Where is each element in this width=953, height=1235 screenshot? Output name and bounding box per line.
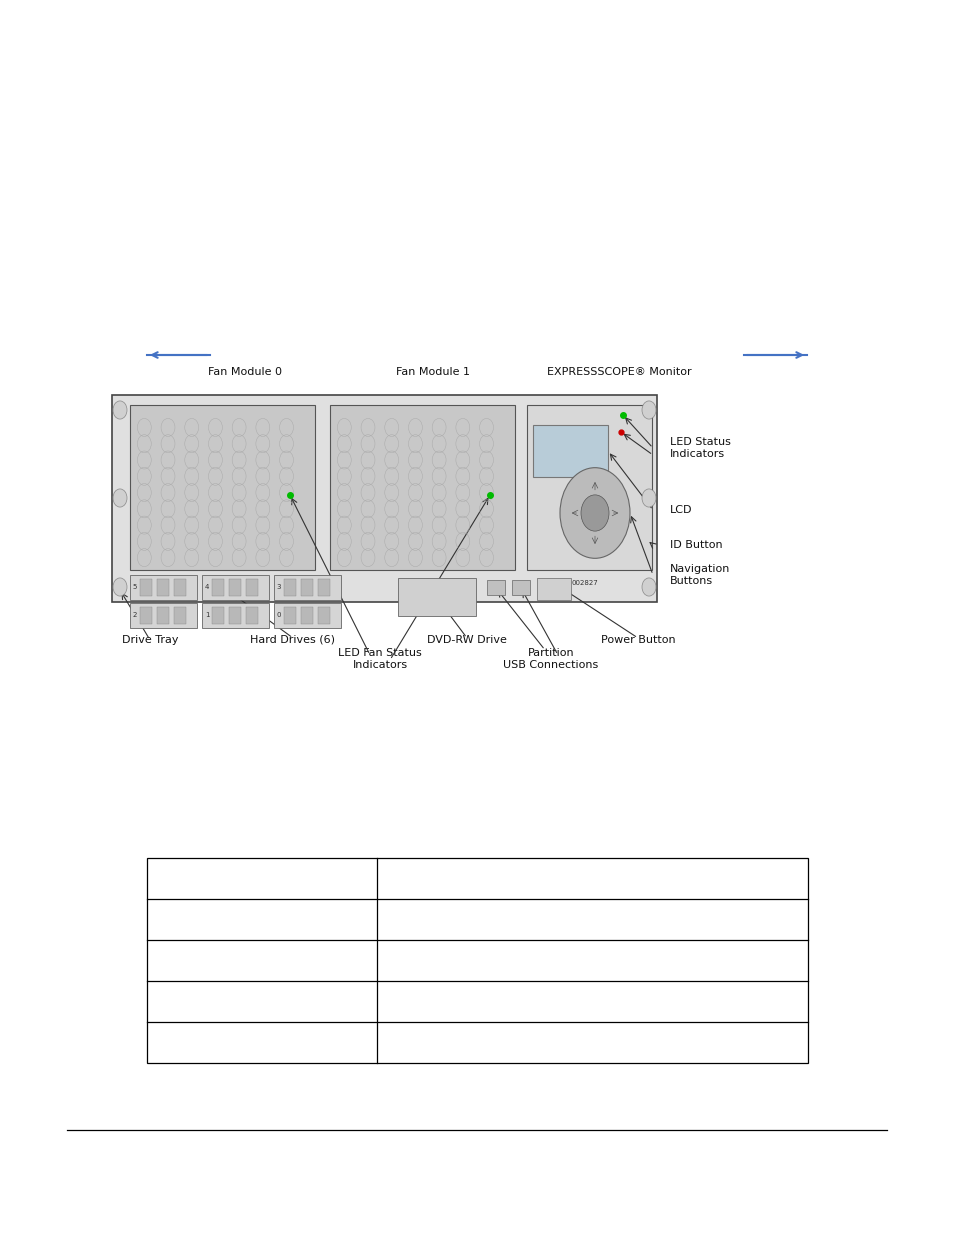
Circle shape — [112, 489, 127, 508]
Bar — [486, 580, 504, 595]
Bar — [130, 576, 196, 600]
Bar — [147, 858, 807, 1063]
Text: Fan Module 0: Fan Module 0 — [208, 367, 282, 377]
Bar — [397, 578, 476, 616]
Bar — [317, 608, 330, 624]
Bar — [300, 608, 313, 624]
Circle shape — [112, 578, 127, 597]
Circle shape — [641, 489, 656, 508]
Bar — [274, 576, 340, 600]
Bar — [140, 579, 152, 595]
Text: 2: 2 — [132, 613, 137, 619]
Bar — [130, 603, 196, 629]
Text: Navigation
Buttons: Navigation Buttons — [669, 564, 729, 585]
Text: Drive Tray: Drive Tray — [122, 635, 178, 645]
Text: 0: 0 — [276, 613, 281, 619]
Bar — [156, 608, 169, 624]
Circle shape — [641, 578, 656, 597]
Bar — [202, 603, 269, 629]
Bar — [284, 579, 295, 595]
Bar — [140, 608, 152, 624]
Circle shape — [641, 401, 656, 419]
Bar — [173, 579, 186, 595]
Text: 002827: 002827 — [571, 580, 598, 585]
Circle shape — [112, 401, 127, 419]
Bar — [212, 608, 224, 624]
Bar — [173, 608, 186, 624]
Text: 4: 4 — [205, 584, 209, 590]
Bar — [212, 579, 224, 595]
Text: Partition
USB Connections: Partition USB Connections — [503, 648, 598, 669]
Bar — [130, 405, 314, 571]
Text: 3: 3 — [276, 584, 281, 590]
Bar — [229, 579, 240, 595]
Bar — [284, 608, 295, 624]
Text: ID Button: ID Button — [669, 540, 721, 550]
Bar — [537, 578, 571, 600]
Bar — [245, 608, 257, 624]
Text: Hard Drives (6): Hard Drives (6) — [251, 635, 335, 645]
Text: 1: 1 — [205, 613, 209, 619]
Text: EXPRESSSCOPE® Monitor: EXPRESSSCOPE® Monitor — [546, 367, 691, 377]
Bar — [229, 608, 240, 624]
Text: DVD-RW Drive: DVD-RW Drive — [427, 635, 506, 645]
Circle shape — [580, 495, 608, 531]
Text: Power Button: Power Button — [600, 635, 675, 645]
Bar — [274, 603, 340, 629]
Text: LCD: LCD — [669, 505, 691, 515]
Bar — [533, 425, 607, 477]
Bar — [512, 580, 530, 595]
Bar — [526, 405, 651, 571]
Bar — [245, 579, 257, 595]
Bar — [330, 405, 515, 571]
Bar — [156, 579, 169, 595]
Bar — [112, 395, 657, 601]
Text: Fan Module 1: Fan Module 1 — [395, 367, 470, 377]
Text: LED Fan Status
Indicators: LED Fan Status Indicators — [337, 648, 421, 669]
Circle shape — [559, 468, 629, 558]
Bar — [317, 579, 330, 595]
Text: 5: 5 — [132, 584, 137, 590]
Text: LED Status
Indicators: LED Status Indicators — [669, 437, 730, 458]
Bar — [300, 579, 313, 595]
Bar — [202, 576, 269, 600]
